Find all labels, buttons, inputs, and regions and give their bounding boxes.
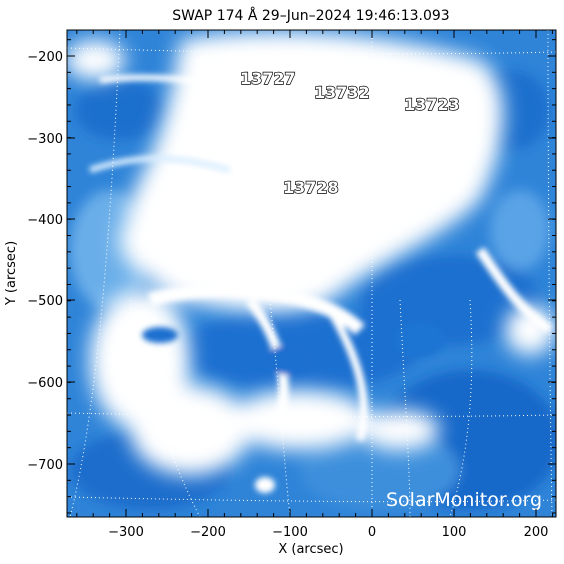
plot-frame: [66, 29, 557, 518]
y-tick-label: −300: [27, 132, 63, 147]
y-tick-label: −400: [27, 213, 63, 228]
y-tick-label: −700: [27, 458, 63, 473]
ar-label-13723: 13723: [404, 95, 460, 114]
y-tick-label: −600: [27, 376, 63, 391]
solarmonitor-watermark: SolarMonitor.org: [386, 489, 542, 511]
x-tick-labels: −300 −200 −100 0 100 200: [108, 525, 548, 540]
y-tick-label: −200: [27, 50, 63, 65]
euv-image: 13727 13732 13723 13728 SolarMonitor.org: [67, 30, 556, 517]
minor-tick-marks: [67, 30, 556, 517]
y-tick-label: −500: [27, 294, 63, 309]
ar-label-13732: 13732: [314, 83, 370, 102]
ar-label-13728: 13728: [283, 178, 339, 197]
y-axis-label: Y (arcsec): [4, 241, 19, 306]
y-tick-labels: −200 −300 −400 −500 −600 −700: [27, 50, 63, 473]
x-tick-label: −300: [108, 525, 144, 540]
x-tick-label: 0: [368, 525, 376, 540]
ar-label-13727: 13727: [240, 69, 296, 88]
figure-title: SWAP 174 Å 29–Jun–2024 19:46:13.093: [172, 7, 449, 24]
x-tick-label: −100: [272, 525, 308, 540]
x-tick-label: 100: [442, 525, 467, 540]
x-tick-label: −200: [190, 525, 226, 540]
x-axis-label: X (arcsec): [278, 542, 343, 557]
x-tick-label: 200: [524, 525, 549, 540]
